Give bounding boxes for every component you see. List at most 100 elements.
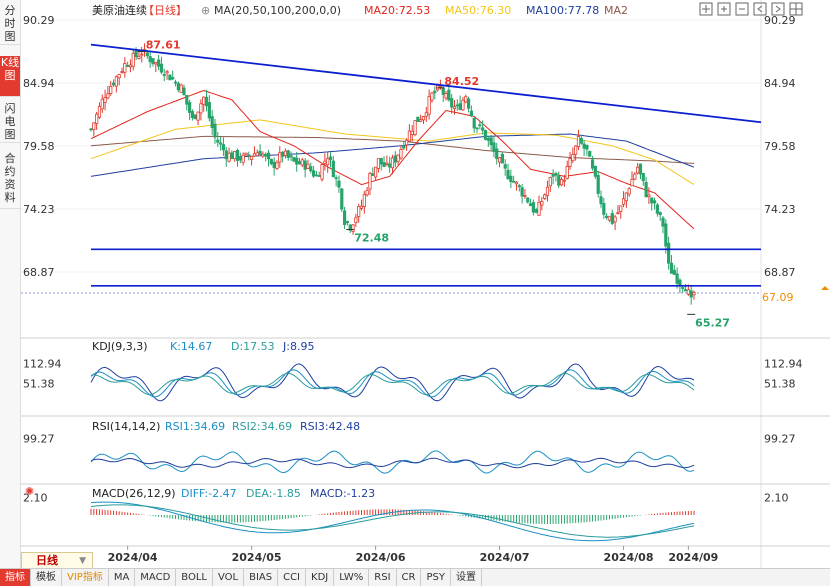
candle-up (354, 217, 358, 224)
candle-down (348, 224, 352, 231)
candle-up (92, 122, 96, 130)
candle-down (207, 102, 211, 119)
rsi-title[interactable]: RSI(14,14,2) (92, 420, 160, 433)
low-label: 72.48 (354, 232, 389, 245)
candle-down (605, 215, 609, 218)
side-tab-contract-info[interactable]: 合约资料 (0, 152, 20, 209)
date-label: 2024/05 (232, 551, 282, 564)
circle-icon[interactable]: ⊕ (201, 4, 210, 17)
candle-down (655, 204, 659, 214)
kdj-tick-left: 51.38 (23, 378, 55, 391)
tab-indicators[interactable]: 指标 (0, 569, 31, 586)
period-selector[interactable]: 日线 ▼ (21, 552, 93, 570)
current-price-label: 67.09 (762, 291, 794, 304)
candle-down (388, 163, 392, 168)
tab-lw[interactable]: LW% (334, 569, 370, 586)
candle-down (168, 74, 172, 81)
zoom-out-icon[interactable] (735, 2, 749, 16)
candle-down (486, 137, 490, 141)
candle-down (162, 74, 166, 76)
candle-up (523, 194, 527, 197)
kdj-tick-right: 51.38 (764, 378, 796, 391)
candlestick-chart[interactable]: 87.61 84.52 72.48 65.27 90.29 90.29 84.94 84.9… (21, 0, 830, 568)
candle-down (450, 98, 454, 108)
candle-down (159, 63, 164, 73)
pan-right-glyph (775, 5, 781, 13)
candle-down (638, 163, 643, 175)
macd-title[interactable]: MACD(26,12,9) (92, 487, 176, 500)
kdj-tick-left: 112.94 (23, 358, 62, 371)
candle-up (537, 201, 541, 216)
candle-up (275, 162, 279, 170)
candle-down (650, 197, 654, 204)
period-dropdown-icon[interactable]: ▼ (79, 556, 86, 566)
tab-rsi[interactable]: RSI (369, 569, 397, 586)
candle-up (686, 289, 690, 295)
tab-kdj[interactable]: KDJ (306, 569, 335, 586)
candle-down (190, 111, 195, 118)
zoom-toolbar[interactable] (699, 2, 803, 16)
candle-down (235, 149, 240, 161)
tab-boll[interactable]: BOLL (176, 569, 213, 586)
candle-down (554, 172, 558, 176)
candle-up (131, 52, 135, 67)
tab-cci[interactable]: CCI (278, 569, 307, 586)
candle-up (283, 150, 288, 156)
side-tab-flash[interactable]: 闪电图 (0, 102, 20, 143)
candle-up (117, 74, 121, 79)
candle-down (667, 242, 671, 264)
tab-templates[interactable]: 模板 (31, 569, 62, 586)
candle-down (520, 187, 524, 197)
candle-up (399, 148, 403, 159)
candle-down (264, 153, 268, 157)
candle-down (328, 156, 333, 161)
tab-psy[interactable]: PSY (421, 569, 451, 586)
kdj-title[interactable]: KDJ(9,3,3) (92, 340, 148, 353)
candle-down (509, 175, 513, 182)
side-tab-timeshare[interactable]: 分时图 (0, 4, 20, 45)
candle-down (371, 173, 375, 176)
candle-up (571, 154, 575, 162)
tab-cr[interactable]: CR (397, 569, 422, 586)
candle-up (630, 178, 634, 187)
instrument-name: 美原油连续 (92, 3, 147, 17)
pan-left-icon[interactable] (753, 2, 767, 16)
ma-settings-label[interactable]: MA(20,50,100,200,0,0) (214, 4, 341, 17)
tab-bias[interactable]: BIAS (244, 569, 279, 586)
candle-up (452, 106, 457, 109)
candle-down (151, 58, 155, 64)
candle-down (176, 82, 180, 91)
tab-macd[interactable]: MACD (135, 569, 177, 586)
candle-down (289, 155, 293, 158)
candle-up (624, 192, 628, 202)
candle-up (633, 173, 637, 180)
candle-down (475, 127, 479, 130)
tab-settings[interactable]: 设置 (451, 569, 482, 586)
pan-left-glyph (757, 5, 763, 13)
candle-up (545, 186, 550, 196)
tab-vol[interactable]: VOL (213, 569, 245, 586)
candle-down (134, 50, 138, 58)
candle-up (430, 92, 434, 101)
side-tab-kline[interactable]: K线图 (0, 56, 20, 97)
candle-up (252, 153, 257, 157)
candle-down (342, 210, 347, 225)
candle-up (120, 71, 124, 73)
move-icon[interactable] (699, 2, 713, 16)
tab-vip-indicators[interactable]: VIP指标 (62, 569, 109, 586)
low-label: 65.27 (695, 316, 730, 329)
tab-ma[interactable]: MA (109, 569, 136, 586)
macd-sun-icon[interactable]: ✺ (25, 485, 34, 498)
chart-stage[interactable]: 87.61 84.52 72.48 65.27 90.29 90.29 84.94 84.9… (21, 0, 830, 568)
candle-down (495, 148, 499, 160)
candle-down (286, 150, 290, 158)
candle-up (362, 194, 366, 208)
zoom-in-icon[interactable] (717, 2, 731, 16)
candle-down (447, 89, 451, 101)
candle-up (261, 153, 265, 157)
candle-up (95, 113, 99, 124)
price-tick-left: 79.58 (23, 140, 55, 153)
pan-right-icon[interactable] (771, 2, 785, 16)
date-label: 2024/08 (604, 551, 654, 564)
descending-trendline (90, 43, 762, 124)
